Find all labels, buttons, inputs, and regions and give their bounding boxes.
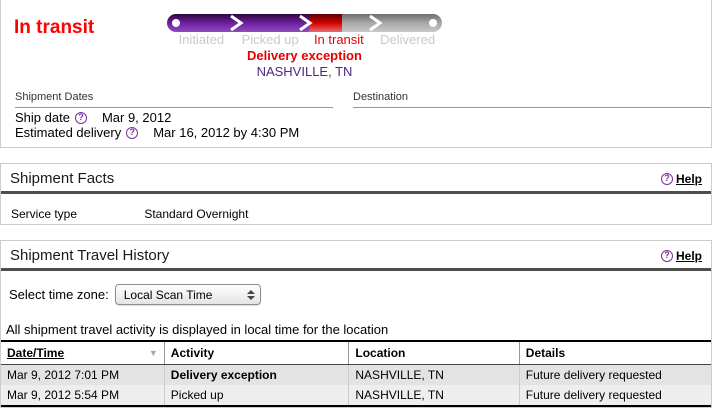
ship-date-value: Mar 9, 2012 [101,110,172,125]
step-label-delivered: Delivered [380,32,436,47]
timezone-note: All shipment travel activity is displaye… [6,322,389,337]
table-row: Mar 9, 2012 7:01 PM Delivery exception N… [1,364,711,385]
section-divider [1,191,711,194]
travel-history-section: Shipment Travel History ? Help Select ti… [0,240,712,408]
shipment-facts-section: Shipment Facts ? Help Service type Stand… [0,163,712,225]
column-header-location: Location [348,341,520,365]
service-type-label: Service type [11,207,78,221]
help-link-label: Help [675,248,702,263]
shipment-dates-heading: Shipment Dates [15,91,333,108]
travel-history-title: Shipment Travel History [10,247,170,264]
ship-date-label: Ship date [15,110,70,125]
end-dot-icon [429,19,437,27]
timezone-row: Select time zone: Local Scan Time [9,284,711,305]
section-divider [1,268,711,271]
cell-location: NASHVILLE, TN [348,385,520,406]
step-label-in-transit: In transit [313,32,364,47]
column-header-activity: Activity [164,341,350,365]
column-header-datetime[interactable]: Date/Time ▼ [1,341,165,365]
delivery-exception-text: Delivery exception [247,48,362,63]
progress-step-labels: Initiated Picked up In transit Delivered [167,32,442,47]
help-link[interactable]: ? Help [656,249,702,263]
timezone-label: Select time zone: [9,287,109,302]
ship-date-row: Ship date ? Mar 9, 2012 [15,110,171,125]
cell-datetime: Mar 9, 2012 7:01 PM [1,364,165,385]
chevron-icon [230,14,244,32]
estimated-delivery-value: Mar 16, 2012 by 4:30 PM [153,125,300,140]
help-icon: ? [660,172,673,185]
step-label-initiated: Initiated [178,32,225,47]
progress-segment-complete [167,14,309,32]
progress-bar [167,14,442,32]
cell-activity: Delivery exception [164,364,350,385]
shipment-facts-title: Shipment Facts [10,170,115,187]
column-header-details: Details [519,341,711,365]
service-type-value: Standard Overnight [144,207,249,221]
help-icon[interactable]: ? [126,126,139,139]
help-icon[interactable]: ? [74,111,87,124]
status-section: In transit [0,0,712,148]
timezone-select[interactable]: Local Scan Time [114,284,261,305]
select-stepper-icon [246,289,255,300]
cell-location: NASHVILLE, TN [348,364,520,385]
estimated-delivery-label: Estimated delivery [15,125,122,140]
cell-activity: Picked up [164,385,350,406]
table-row: Mar 9, 2012 5:54 PM Picked up NASHVILLE,… [1,385,711,406]
progress-segment-remaining [342,14,442,32]
cell-details: Future delivery requested [519,364,711,385]
step-label-picked-up: Picked up [241,32,299,47]
datetime-sort-link[interactable]: Date/Time [7,346,65,360]
help-link[interactable]: ? Help [656,172,702,186]
cell-details: Future delivery requested [519,385,711,406]
start-dot-icon [172,19,180,27]
timezone-selected-value: Local Scan Time [123,287,213,302]
exception-location: NASHVILLE, TN [256,64,353,79]
chevron-icon [369,14,383,32]
travel-history-table: Date/Time ▼ Activity Location Details Ma… [1,340,711,407]
estimated-delivery-row: Estimated delivery ? Mar 16, 2012 by 4:3… [15,125,299,140]
status-title: In transit [14,17,95,38]
destination-heading: Destination [353,91,711,108]
help-link-label: Help [675,171,702,186]
help-icon: ? [660,249,673,262]
service-type-row: Service type Standard Overnight [1,194,711,234]
table-header-row: Date/Time ▼ Activity Location Details [1,341,711,365]
sort-descending-icon[interactable]: ▼ [148,348,158,358]
progress-segment-current [309,14,342,32]
chevron-icon [299,14,313,32]
cell-datetime: Mar 9, 2012 5:54 PM [1,385,165,406]
